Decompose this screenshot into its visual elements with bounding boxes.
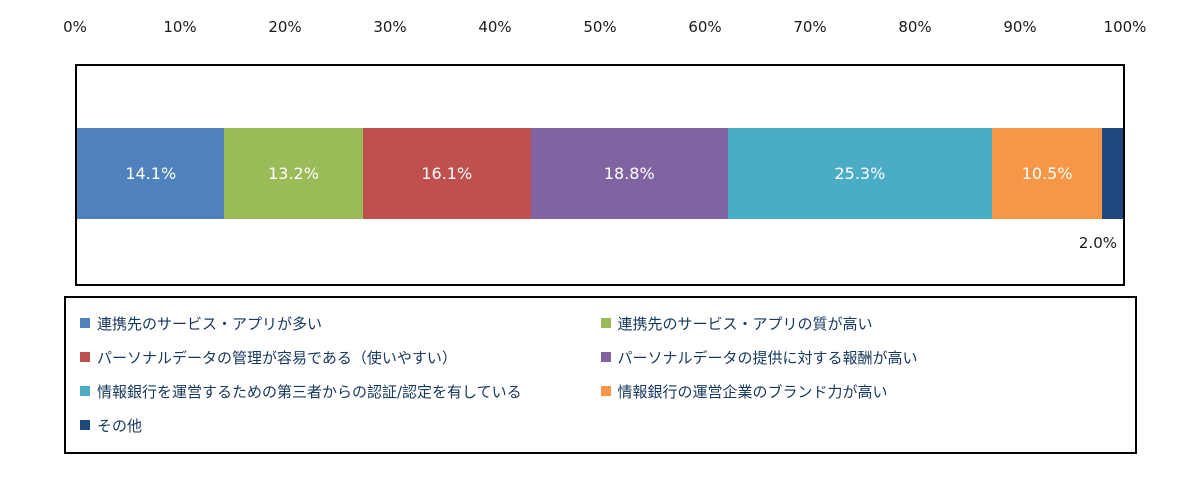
legend-item: 連携先のサービス・アプリが多い — [80, 306, 601, 340]
segment-value-label: 13.2% — [268, 164, 319, 183]
segment-value-label: 16.1% — [421, 164, 473, 183]
legend-swatch — [600, 318, 611, 328]
legend-swatch — [80, 318, 90, 328]
x-axis-tick: 60% — [688, 18, 722, 36]
x-axis: 0% 10% 20% 30% 40% 50% 60% 70% 80% 90% 100% — [63, 18, 1146, 42]
legend-swatch — [80, 352, 90, 362]
x-axis-tick: 40% — [478, 18, 512, 36]
legend-label: 情報銀行の運営企業のブランド力が高い — [617, 382, 888, 401]
segment-value-label: 14.1% — [125, 164, 177, 183]
legend-item: パーソナルデータの提供に対する報酬が高い — [600, 340, 1122, 374]
legend-label: パーソナルデータの管理が容易である（使いやすい） — [97, 348, 457, 367]
segment-value-label: 25.3% — [834, 164, 886, 183]
legend-label: 連携先のサービス・アプリの質が高い — [617, 314, 873, 333]
segment-value-label: 18.8% — [603, 164, 655, 183]
bar-segment: 18.8% — [530, 128, 728, 219]
legend-swatch — [600, 352, 611, 362]
bar-segment — [1102, 128, 1123, 219]
x-axis-tick: 10% — [163, 18, 197, 36]
bar-segment: 10.5% — [992, 128, 1103, 219]
x-axis-tick: 80% — [898, 18, 932, 36]
legend-label: 情報銀行を運営するための第三者からの認証/認定を有している — [97, 382, 522, 401]
legend-item: その他 — [80, 408, 601, 442]
legend-item: パーソナルデータの管理が容易である（使いやすい） — [80, 340, 601, 374]
x-axis-tick: 50% — [583, 18, 617, 36]
legend-swatch — [80, 386, 90, 396]
legend-label: パーソナルデータの提供に対する報酬が高い — [617, 348, 918, 367]
x-axis-tick: 70% — [793, 18, 827, 36]
outside-value-label: 2.0% — [1078, 234, 1117, 252]
bar-segment: 16.1% — [362, 128, 531, 219]
x-axis-tick: 0% — [63, 18, 87, 36]
bar-segment: 13.2% — [224, 128, 363, 219]
bar-segment: 14.1% — [77, 128, 225, 219]
legend-swatch — [80, 420, 90, 430]
segment-value-label: 10.5% — [1021, 164, 1073, 183]
legend-item: 情報銀行を運営するための第三者からの認証/認定を有している — [80, 374, 601, 408]
legend-label: その他 — [97, 416, 143, 435]
legend-swatch — [600, 386, 611, 396]
x-axis-tick: 30% — [373, 18, 407, 36]
plot-area: 14.1% 13.2% 16.1% 18.8% 25.3% 10.5% 2.0% — [75, 64, 1125, 286]
stacked-bar: 14.1% 13.2% 16.1% 18.8% 25.3% 10.5% — [77, 128, 1123, 219]
legend: 連携先のサービス・アプリが多い 連携先のサービス・アプリの質が高いパーソナルデータ… — [64, 296, 1137, 454]
x-axis-tick: 90% — [1003, 18, 1037, 36]
legend-item: 情報銀行の運営企業のブランド力が高い — [600, 374, 1122, 408]
bar-segment: 25.3% — [727, 128, 993, 219]
x-axis-tick: 100% — [1103, 18, 1147, 36]
x-axis-tick: 20% — [268, 18, 302, 36]
legend-label: 連携先のサービス・アプリが多い — [97, 314, 323, 333]
legend-item: 連携先のサービス・アプリの質が高い — [600, 306, 1122, 340]
